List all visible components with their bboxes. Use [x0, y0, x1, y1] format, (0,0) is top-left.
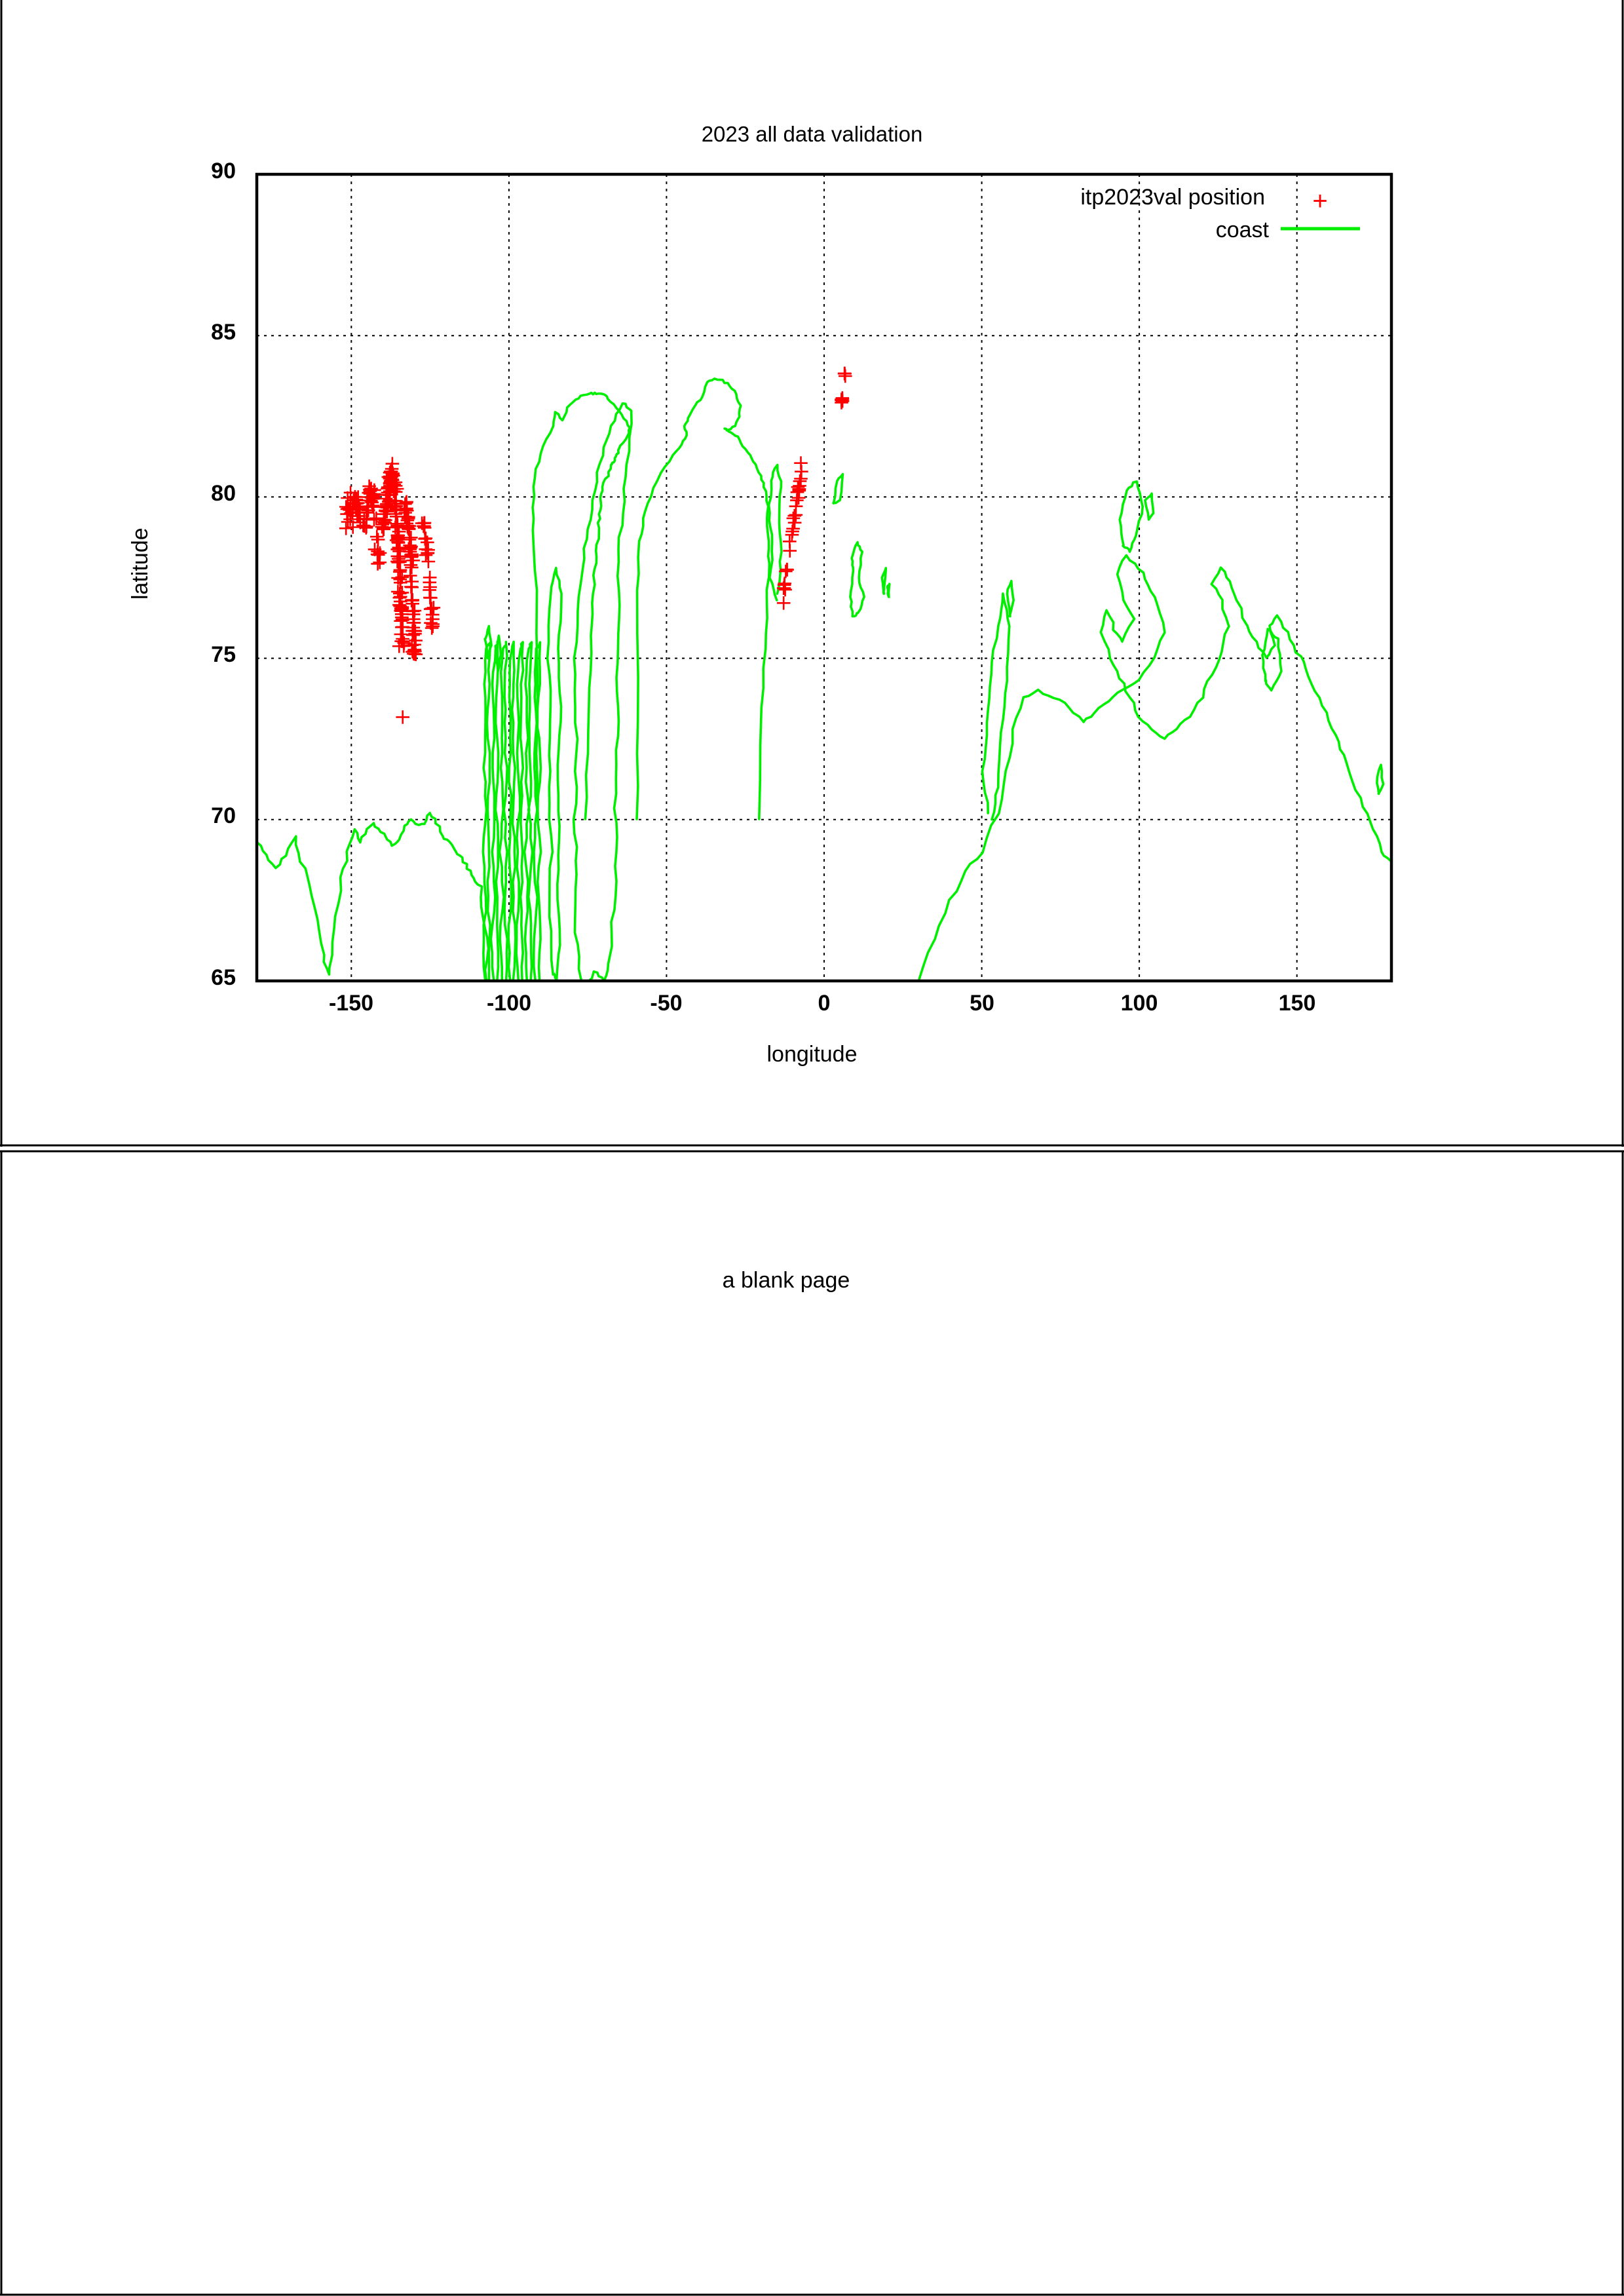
svg-text:+: +	[1312, 187, 1327, 216]
